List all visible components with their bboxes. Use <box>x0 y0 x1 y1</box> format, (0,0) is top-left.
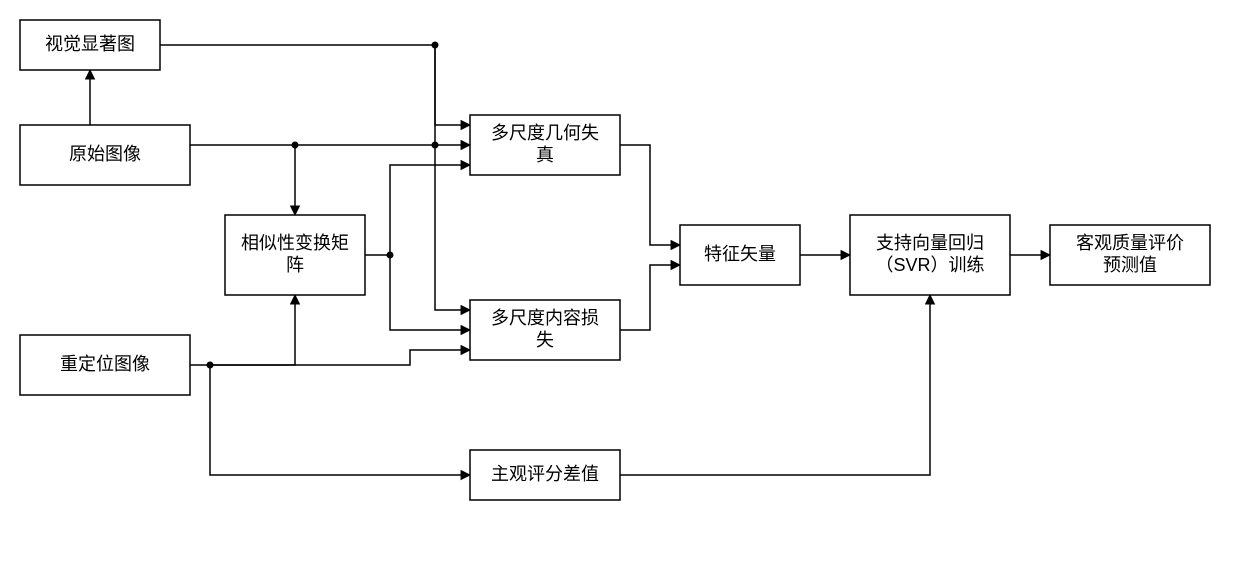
node-visual_saliency: 视觉显著图 <box>20 20 160 70</box>
edge-retarget_image-to-content_loss <box>210 350 470 365</box>
node-label: 真 <box>536 145 554 165</box>
node-label: 相似性变换矩 <box>241 233 349 253</box>
edge-retarget_image-to-subjective_score <box>210 365 470 475</box>
node-retarget_image: 重定位图像 <box>20 335 190 395</box>
node-content_loss: 多尺度内容损失 <box>470 300 620 360</box>
edge-subjective_score-to-svr_train <box>620 295 930 475</box>
edge-similarity_matrix-to-geo_distortion <box>365 165 470 255</box>
node-label: （SVR）训练 <box>875 255 984 275</box>
node-label: 原始图像 <box>69 144 141 164</box>
node-label: 失 <box>536 330 554 350</box>
nodes-layer: 视觉显著图原始图像重定位图像相似性变换矩阵多尺度几何失真多尺度内容损失特征矢量支… <box>20 20 1210 500</box>
node-label: 重定位图像 <box>60 354 150 374</box>
node-label: 客观质量评价 <box>1076 233 1184 253</box>
node-feature_vector: 特征矢量 <box>680 225 800 285</box>
node-label: 多尺度几何失 <box>491 123 599 143</box>
node-label: 视觉显著图 <box>45 34 135 54</box>
node-label: 多尺度内容损 <box>491 308 599 328</box>
node-original_image: 原始图像 <box>20 125 190 185</box>
node-label: 特征矢量 <box>704 244 776 264</box>
edge-retarget_image-to-similarity_matrix <box>190 295 295 365</box>
edge-geo_distortion-to-feature_vector <box>620 145 680 245</box>
junction-dot <box>292 142 299 149</box>
edge-visual_saliency-to-geo_distortion <box>160 45 470 125</box>
edge-visual_saliency-to-content_loss <box>435 45 470 310</box>
edge-similarity_matrix-to-content_loss <box>390 255 470 330</box>
node-label: 支持向量回归 <box>876 233 984 253</box>
node-svr_train: 支持向量回归（SVR）训练 <box>850 215 1010 295</box>
node-label: 预测值 <box>1103 255 1157 275</box>
node-label: 阵 <box>286 255 304 275</box>
node-label: 主观评分差值 <box>491 464 599 484</box>
edge-content_loss-to-feature_vector <box>620 265 680 330</box>
node-geo_distortion: 多尺度几何失真 <box>470 115 620 175</box>
node-similarity_matrix: 相似性变换矩阵 <box>225 215 365 295</box>
node-subjective_score: 主观评分差值 <box>470 450 620 500</box>
node-objective_pred: 客观质量评价预测值 <box>1050 225 1210 285</box>
